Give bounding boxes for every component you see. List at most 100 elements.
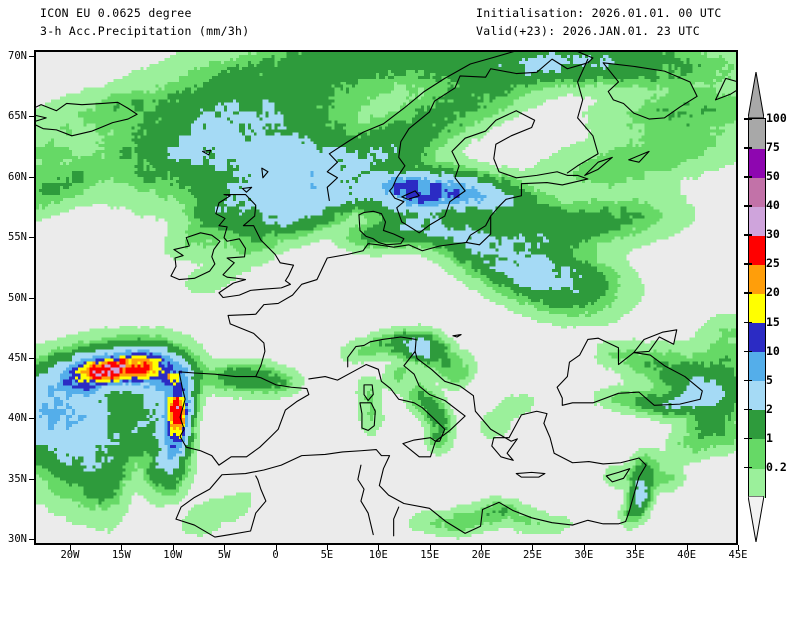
- colorbar-tick: [744, 408, 752, 411]
- colorbar-label: 75: [766, 140, 780, 155]
- y-axis-label: 70N: [8, 50, 27, 63]
- colorbar-tick: [744, 350, 752, 353]
- y-axis-label: 55N: [8, 231, 27, 244]
- coastline-segment: [566, 58, 599, 174]
- x-tick: [69, 545, 71, 550]
- coastline-segment: [308, 350, 548, 461]
- x-tick: [326, 545, 328, 550]
- colorbar-bottom-arrow: [748, 496, 764, 542]
- coastline-segment: [178, 215, 492, 378]
- x-axis-label: 15E: [420, 549, 440, 561]
- precip-band-2: [36, 52, 736, 517]
- y-tick: [29, 176, 34, 178]
- coastline-segment: [215, 193, 295, 299]
- y-axis-label: 45N: [8, 351, 27, 364]
- y-axis-label: 40N: [8, 412, 27, 425]
- x-tick: [583, 545, 585, 550]
- colorbar-label: 10: [766, 343, 780, 358]
- y-tick: [29, 116, 34, 118]
- colorbar-tick: [744, 263, 752, 265]
- coastlines: [36, 52, 736, 538]
- colorbar[interactable]: [748, 118, 766, 498]
- colorbar-band: [749, 235, 765, 265]
- colorbar-tick: [744, 437, 752, 440]
- x-axis-label: 40E: [677, 549, 697, 561]
- valid-time: Valid(+23): 2026.JAN.01. 23 UTC: [476, 24, 700, 38]
- model-title: ICON EU 0.0625 degree: [40, 6, 192, 20]
- y-tick: [29, 357, 34, 359]
- coastline-segment: [515, 471, 546, 478]
- x-axis-label: 5W: [217, 549, 231, 561]
- colorbar-top-arrow: [748, 72, 764, 118]
- x-tick: [532, 545, 534, 550]
- x-axis-label: 10E: [368, 549, 388, 561]
- colorbar-tick: [744, 321, 752, 324]
- coastline-segment: [202, 149, 212, 156]
- map-plot-area: [34, 50, 738, 545]
- precipitation-field: [36, 52, 736, 541]
- x-axis-label: 5E: [320, 549, 334, 561]
- y-axis-label: 50N: [8, 291, 27, 304]
- precip-band-30: [89, 358, 183, 424]
- y-tick: [29, 297, 34, 299]
- coastline-segment: [347, 336, 417, 368]
- x-axis-label: 45E: [728, 549, 748, 561]
- x-tick: [275, 545, 277, 550]
- colorbar-label: 50: [766, 169, 780, 184]
- colorbar-tick: [744, 466, 752, 469]
- y-tick: [29, 237, 34, 239]
- x-tick: [172, 545, 174, 550]
- colorbar-label: 25: [766, 256, 780, 271]
- colorbar-label: 30: [766, 227, 780, 242]
- y-axis-label: 35N: [8, 472, 27, 485]
- colorbar-band: [749, 438, 765, 469]
- coastline-segment: [556, 337, 703, 406]
- y-tick: [29, 478, 34, 480]
- coastline-segment: [402, 437, 437, 458]
- coastline-segment: [261, 167, 269, 179]
- colorbar-label: 100: [766, 111, 787, 125]
- y-tick: [29, 56, 34, 58]
- x-tick: [635, 545, 637, 550]
- colorbar-tick: [744, 205, 752, 207]
- x-axis-label: 20W: [60, 549, 80, 561]
- precip-band-15: [62, 179, 460, 448]
- coastline-segment: [357, 464, 374, 536]
- colorbar-band: [749, 409, 765, 440]
- x-axis-label: 0: [272, 549, 279, 561]
- x-axis-label: 25E: [522, 549, 542, 561]
- colorbar-label: 2: [766, 401, 773, 416]
- coastline-segment: [175, 475, 267, 538]
- coastline-segment: [359, 402, 376, 431]
- x-tick: [686, 545, 688, 550]
- x-axis-label: 10W: [163, 549, 183, 561]
- x-tick: [481, 545, 483, 550]
- colorbar-tick: [744, 118, 752, 120]
- x-tick: [378, 545, 380, 550]
- precipitation-map: [36, 52, 736, 543]
- y-tick: [29, 538, 34, 540]
- colorbar-label: 20: [766, 285, 780, 300]
- colorbar-band: [749, 380, 765, 411]
- colorbar-band: [749, 206, 765, 236]
- colorbar-label: 15: [766, 314, 780, 329]
- y-axis-label: 30N: [8, 532, 27, 545]
- parameter-title: 3-h Acc.Precipitation (mm/3h): [40, 24, 250, 38]
- coastline-segment: [36, 101, 138, 137]
- colorbar-label: 1: [766, 430, 773, 445]
- precip-band-20: [74, 355, 186, 439]
- coastline-segment: [401, 190, 420, 200]
- x-axis-label: 20E: [471, 549, 491, 561]
- x-tick: [738, 545, 739, 550]
- colorbar-band: [749, 467, 765, 498]
- x-axis-label: 30E: [574, 549, 594, 561]
- colorbar-label: 0.2: [766, 459, 787, 474]
- x-axis-label: 15W: [111, 549, 131, 561]
- coastline-segment: [602, 62, 698, 120]
- precip-band-1: [36, 52, 736, 532]
- coastline-segment: [605, 468, 631, 483]
- coastline-segment: [358, 210, 405, 246]
- x-tick: [224, 545, 226, 550]
- coastline-segment: [633, 329, 678, 354]
- y-tick: [29, 418, 34, 420]
